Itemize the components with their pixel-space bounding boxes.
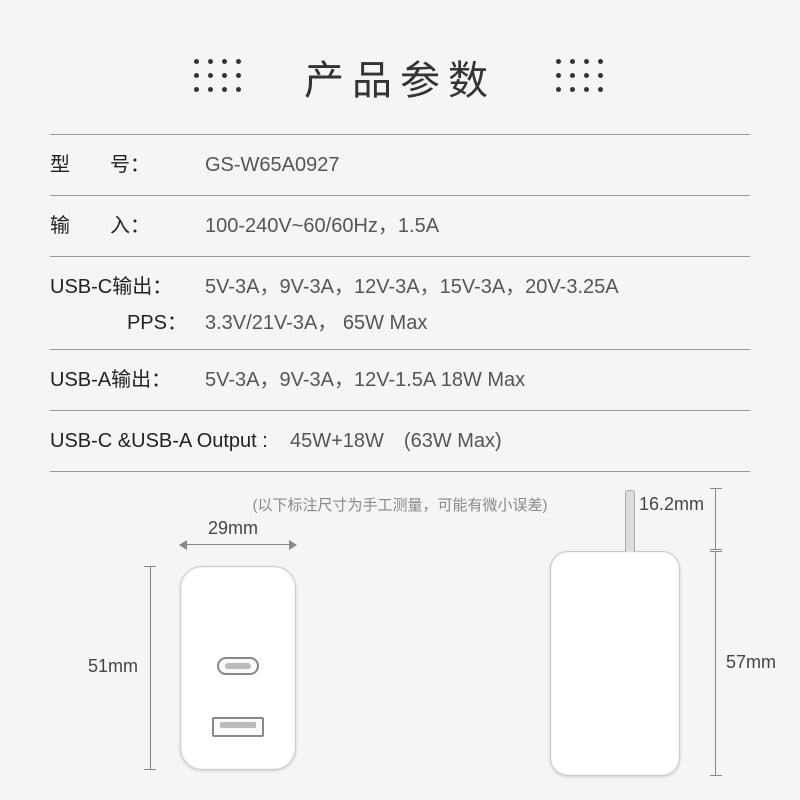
header-row: 产品参数	[0, 0, 800, 134]
dim-label-front-width: 29mm	[208, 518, 258, 539]
decor-dots-left	[194, 59, 244, 95]
dim-cap	[144, 566, 156, 567]
dim-line-prong-height	[715, 488, 716, 550]
spec-label: 型 号：	[50, 149, 205, 181]
spec-row-usba: USB-A输出： 5V-3A，9V-3A，12V-1.5A 18W Max	[50, 349, 750, 410]
spec-row-input: 输 入： 100-240V~60/60Hz，1.5A	[50, 195, 750, 256]
dim-cap	[710, 775, 722, 776]
dim-cap	[710, 551, 722, 552]
dim-cap	[710, 488, 722, 489]
spec-value: 5V-3A，9V-3A，12V-1.5A 18W Max	[205, 364, 750, 396]
spec-sublabel: PPS：	[50, 307, 205, 339]
decor-dots-right	[556, 59, 606, 95]
spec-row-model: 型 号： GS-W65A0927	[50, 134, 750, 195]
dim-line-side-height	[715, 551, 716, 776]
prong-icon	[625, 490, 635, 552]
spec-label: USB-C &USB-A Output :	[50, 425, 290, 457]
usb-c-port-icon	[217, 657, 259, 675]
page-title: 产品参数	[304, 48, 496, 106]
spec-label: 输 入：	[50, 210, 205, 242]
dim-cap	[144, 769, 156, 770]
usb-a-port-icon	[212, 717, 264, 737]
charger-front-view	[180, 566, 296, 770]
spec-value: 100-240V~60/60Hz，1.5A	[205, 210, 750, 242]
spec-table: 型 号： GS-W65A0927 输 入： 100-240V~60/60Hz，1…	[50, 134, 750, 472]
dim-line-front-width	[180, 544, 296, 545]
dimension-diagram: 29mm 51mm 16.2mm 57mm	[0, 480, 800, 800]
spec-label: USB-C输出：	[50, 271, 205, 303]
spec-value: 5V-3A，9V-3A，12V-3A，15V-3A，20V-3.25A	[205, 271, 750, 303]
spec-value: 45W+18W (63W Max)	[290, 425, 750, 457]
dim-line-front-height	[150, 566, 151, 770]
charger-side-view	[550, 551, 680, 776]
spec-row-combined: USB-C &USB-A Output : 45W+18W (63W Max)	[50, 410, 750, 472]
dim-label-front-height: 51mm	[88, 656, 138, 677]
dim-label-prong-height: 16.2mm	[639, 494, 704, 515]
spec-value: 3.3V/21V-3A， 65W Max	[205, 307, 750, 339]
spec-row-usbc: USB-C输出： 5V-3A，9V-3A，12V-3A，15V-3A，20V-3…	[50, 256, 750, 349]
spec-value: GS-W65A0927	[205, 149, 750, 181]
dim-cap	[710, 549, 722, 550]
spec-label: USB-A输出：	[50, 364, 205, 396]
dim-label-side-height: 57mm	[726, 652, 776, 673]
